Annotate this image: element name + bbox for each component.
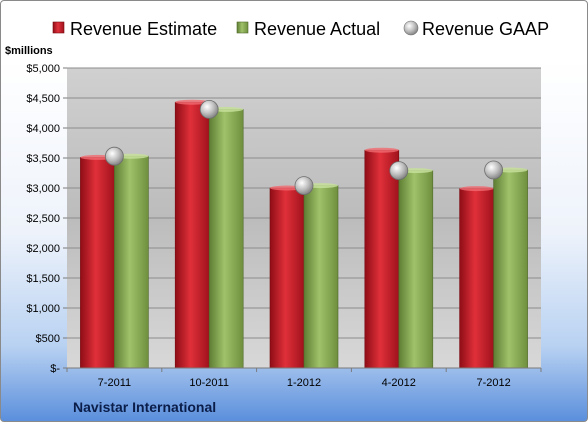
y-tick-label: $4,000 <box>26 123 60 135</box>
y-tick-label: $2,000 <box>26 243 60 255</box>
marker-revenue-gaap <box>484 160 504 180</box>
x-axis-ticks: 7-2011 10-2011 1-2012 4-2012 7-2012 <box>66 368 542 389</box>
marker-revenue-gaap <box>294 176 314 196</box>
bars <box>80 99 528 369</box>
bar-revenue-actual <box>303 185 339 369</box>
y-axis-unit-label: $millions <box>5 45 53 57</box>
x-tick-label: 10-2011 <box>189 377 229 389</box>
y-tick-label: $2,500 <box>26 213 60 225</box>
y-tick-label: $5,000 <box>26 63 60 75</box>
x-tick-label: 7-2012 <box>476 377 510 389</box>
y-tick-label: $500 <box>36 333 60 345</box>
y-tick-label: $3,500 <box>26 153 60 165</box>
bar-revenue-estimate <box>80 157 115 369</box>
y-tick-label: $3,000 <box>26 183 60 195</box>
y-tick-label: $1,500 <box>26 273 60 285</box>
bar-revenue-actual <box>208 109 244 369</box>
y-tick-label: $1,000 <box>26 303 60 315</box>
y-axis-ticks: $- $500 $1,000 $1,500 $2,000 $2,500 $3,000 $3,5… <box>26 63 67 375</box>
legend: Revenue Estimate Revenue Actual Revenue GA… <box>52 19 549 39</box>
marker-revenue-gaap <box>199 100 219 119</box>
bar-revenue-estimate <box>174 101 210 369</box>
marker-revenue-gaap <box>389 161 409 181</box>
bar-top-highlight <box>459 186 494 192</box>
bar-top-highlight <box>364 147 399 153</box>
bar-top-highlight <box>175 99 210 105</box>
marker-revenue-gaap <box>105 146 124 166</box>
legend-label: Revenue Actual <box>254 19 380 39</box>
bar-revenue-estimate <box>364 149 400 369</box>
x-tick-label: 7-2011 <box>98 377 131 389</box>
x-tick-label: 4-2012 <box>382 377 416 389</box>
legend-label: Revenue GAAP <box>422 19 549 39</box>
company-name-label: Navistar International <box>73 399 216 415</box>
bar-revenue-actual <box>493 169 528 369</box>
bar-revenue-actual <box>114 155 149 369</box>
x-tick-label: 1-2012 <box>287 377 321 389</box>
legend-swatch <box>52 21 65 34</box>
y-tick-label: $4,500 <box>26 93 60 105</box>
bar-revenue-estimate <box>269 187 305 369</box>
y-tick-label: $- <box>50 363 60 375</box>
legend-swatch <box>236 21 249 34</box>
bar-revenue-estimate <box>459 188 494 369</box>
gaap-markers <box>105 100 504 196</box>
bar-revenue-actual <box>398 170 434 369</box>
legend-swatch <box>403 20 419 36</box>
legend-label: Revenue Estimate <box>70 19 217 39</box>
